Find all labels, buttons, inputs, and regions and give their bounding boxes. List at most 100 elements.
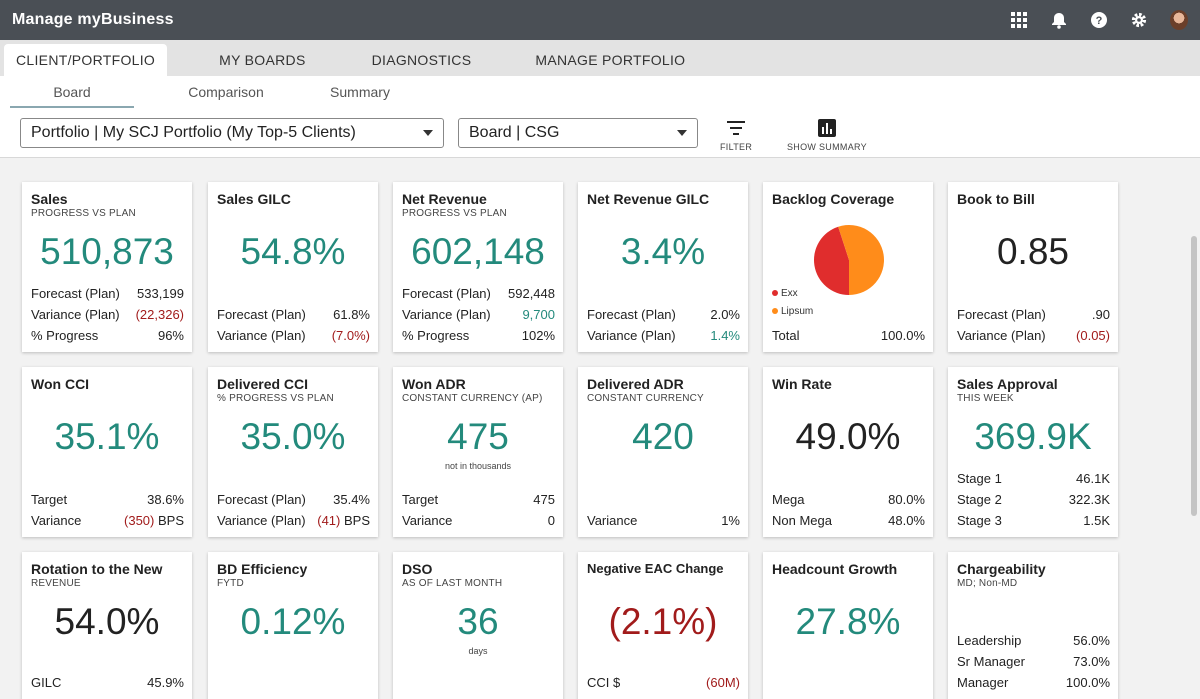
card-metrics: GILC 45.9% <box>31 672 184 693</box>
kpi-card[interactable]: Chargeability MD; Non-MD Leadership 56.0% Sr… <box>948 552 1118 699</box>
kpi-card[interactable]: Win Rate 49.0% Mega 80.0% Non Mega 48.0% <box>763 367 933 537</box>
metric-value: 2.0% <box>710 307 740 322</box>
card-title: Net Revenue GILC <box>587 191 710 207</box>
board-select-value: Board | CSG <box>469 124 560 141</box>
card-metrics: Total 100.0% <box>772 325 925 346</box>
card-title: Backlog Coverage <box>772 191 895 207</box>
kpi-card[interactable]: Sales Approval THIS WEEK 369.9K Stage 1 46.1… <box>948 367 1118 537</box>
tab-manage-portfolio[interactable]: MANAGE PORTFOLIO <box>535 52 686 68</box>
metric-label: Target <box>31 492 68 507</box>
metric-value: 475 <box>533 492 555 507</box>
metric-label: Variance (Plan) <box>587 328 676 343</box>
svg-text:?: ? <box>1096 15 1103 27</box>
kpi-card[interactable]: Won ADR CONSTANT CURRENCY (AP) 475 not in t… <box>393 367 563 537</box>
legend-label: Lipsum <box>781 306 814 317</box>
card-value: 54.8% <box>240 231 346 272</box>
metric-label: % Progress <box>402 328 470 343</box>
tab-my-boards[interactable]: MY BOARDS <box>219 52 306 68</box>
user-avatar[interactable] <box>1170 10 1188 30</box>
kpi-card[interactable]: Delivered ADR CONSTANT CURRENCY 420 Varianc… <box>578 367 748 537</box>
card-metrics: CCI $ (60M) <box>587 672 740 693</box>
metric-value: 100.0% <box>880 328 925 343</box>
metric-label: Sr Manager <box>957 654 1025 669</box>
card-value: 510,873 <box>40 231 174 272</box>
metric-label: Forecast (Plan) <box>217 492 306 507</box>
pie-slice-exx[interactable] <box>814 226 849 295</box>
metric-value: 533,199 <box>137 286 184 301</box>
filter-icon <box>727 121 746 135</box>
portfolio-select[interactable]: Portfolio | My SCJ Portfolio (My Top-5 C… <box>20 118 444 148</box>
metric-value: 80.0% <box>888 492 925 507</box>
metric-row: Forecast (Plan) 61.8% <box>217 304 370 325</box>
metric-value: 45.9% <box>147 675 184 690</box>
metric-value: 46.1K <box>1076 471 1110 486</box>
kpi-card[interactable]: Net Revenue PROGRESS VS PLAN 602,148 Foreca… <box>393 182 563 352</box>
card-metrics: Leadership 56.0% Sr Manager 73.0% Manager 100… <box>957 630 1110 693</box>
bar-chart-icon <box>817 119 836 137</box>
kpi-card[interactable]: BD Efficiency FYTD 0.12% <box>208 552 378 699</box>
kpi-card[interactable]: Backlog Coverage Exx Lipsum Total 100.0% <box>763 182 933 352</box>
card-value: 54.0% <box>54 601 160 642</box>
legend-dot <box>772 290 778 297</box>
apps-grid-icon[interactable] <box>1010 11 1028 29</box>
gear-icon[interactable] <box>1130 11 1148 29</box>
metric-row: Variance 0 <box>402 510 555 531</box>
kpi-card[interactable]: Sales GILC 54.8% Forecast (Plan) 61.8% Varia… <box>208 182 378 352</box>
bell-icon[interactable] <box>1050 11 1068 29</box>
metric-row: Sr Manager 73.0% <box>957 651 1110 672</box>
metric-value: 9,700 <box>522 307 555 322</box>
metric-row: Forecast (Plan) .90 <box>957 304 1110 325</box>
kpi-card[interactable]: DSO AS OF LAST MONTH 36 days <box>393 552 563 699</box>
help-icon[interactable]: ? <box>1090 11 1108 29</box>
tab-client-portfolio[interactable]: CLIENT/PORTFOLIO <box>4 44 168 76</box>
card-title: Chargeability <box>957 561 1046 577</box>
card-title: Win Rate <box>772 376 832 392</box>
card-title: Won CCI <box>31 376 90 392</box>
filter-button[interactable]: FILTER <box>720 118 752 152</box>
pie-slice-lipsum[interactable] <box>838 225 884 295</box>
card-metrics: Forecast (Plan) 533,199 Variance (Plan) (22… <box>31 283 184 346</box>
kpi-card[interactable]: Rotation to the New REVENUE 54.0% GILC 45.9% <box>22 552 192 699</box>
chevron-down-icon <box>677 130 687 136</box>
secondary-tabs: Board Comparison Summary <box>0 76 1200 108</box>
metric-label: Stage 1 <box>957 471 1002 486</box>
kpi-card[interactable]: Negative EAC Change (2.1%) CCI $ (60M) <box>578 552 748 699</box>
kpi-card[interactable]: Book to Bill 0.85 Forecast (Plan) .90 Varian… <box>948 182 1118 352</box>
kpi-card[interactable]: Won CCI 35.1% Target 38.6% Variance (350) BPS <box>22 367 192 537</box>
metric-row: Non Mega 48.0% <box>772 510 925 531</box>
show-summary-label: SHOW SUMMARY <box>787 142 867 152</box>
metric-label: Variance <box>587 513 638 528</box>
kpi-card[interactable]: Headcount Growth 27.8% <box>763 552 933 699</box>
subtab-summary[interactable]: Summary <box>330 84 390 100</box>
metric-value: 322.3K <box>1068 492 1110 507</box>
scrollbar-thumb[interactable] <box>1191 236 1197 516</box>
show-summary-button[interactable]: SHOW SUMMARY <box>787 118 867 152</box>
kpi-card[interactable]: Delivered CCI% PROGRESS VS PLAN 35.0% Fore… <box>208 367 378 537</box>
metric-label: Forecast (Plan) <box>31 286 120 301</box>
kpi-card[interactable]: Sales PROGRESS VS PLAN 510,873 Forecast (Pl… <box>22 182 192 352</box>
subtab-comparison[interactable]: Comparison <box>188 84 264 100</box>
card-title: Sales Approval <box>957 376 1058 392</box>
metric-label: Forecast (Plan) <box>957 307 1046 322</box>
card-title: DSO <box>402 561 433 577</box>
kpi-card[interactable]: Net Revenue GILC 3.4% Forecast (Plan) 2.0% V… <box>578 182 748 352</box>
metric-row: Variance (Plan) (0.05) <box>957 325 1110 346</box>
card-title: Negative EAC Change <box>587 561 724 576</box>
subtab-board[interactable]: Board <box>10 76 134 108</box>
app-header: Manage myBusiness ? <box>0 0 1200 40</box>
card-value: 27.8% <box>795 601 901 642</box>
metric-label: Variance (Plan) <box>402 307 491 322</box>
card-note: not in thousands <box>444 461 512 471</box>
card-metrics: Stage 1 46.1K Stage 2 322.3K Stage 3 1.5K <box>957 468 1110 531</box>
metric-label: CCI $ <box>587 675 621 690</box>
tab-diagnostics[interactable]: DIAGNOSTICS <box>371 52 472 68</box>
board-select[interactable]: Board | CSG <box>458 118 698 148</box>
metric-label: Forecast (Plan) <box>587 307 676 322</box>
metric-row: Forecast (Plan) 35.4% <box>217 489 370 510</box>
card-title: Won ADR <box>402 376 466 392</box>
card-metrics: Forecast (Plan) 61.8% Variance (Plan) (7.0%… <box>217 304 370 346</box>
card-value: 420 <box>632 416 694 457</box>
metric-label: Non Mega <box>772 513 832 528</box>
legend-item: Exx <box>772 285 813 303</box>
legend-item: Lipsum <box>772 303 813 321</box>
